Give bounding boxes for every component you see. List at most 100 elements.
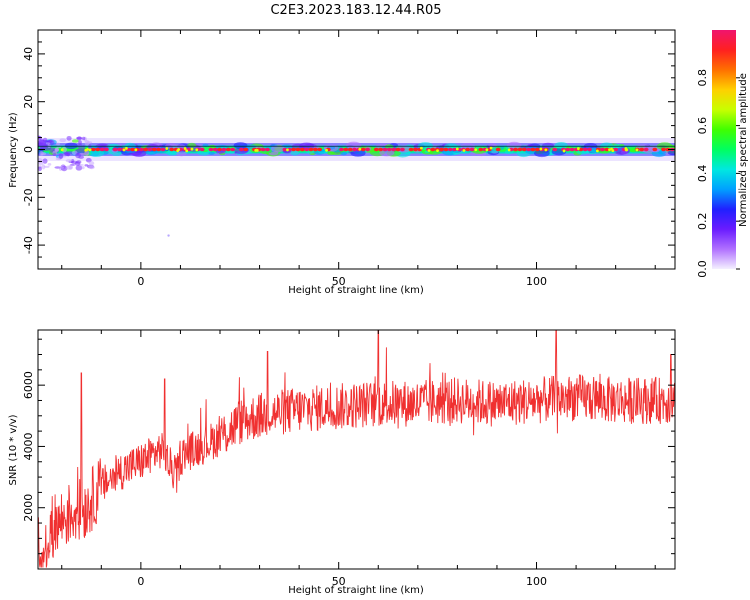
spectrogram-scatter [39, 150, 44, 157]
spectrogram-accent [539, 147, 543, 151]
y-tick-label: 40 [22, 47, 35, 61]
spectrogram-core-dot [399, 147, 405, 152]
spectrogram-heat-layer [38, 135, 675, 237]
spectrogram-accent [190, 147, 194, 151]
spectrogram-scatter [52, 152, 57, 157]
spectrogram-core-dot [360, 147, 366, 152]
y-tick-label: 4000 [22, 432, 35, 460]
spectrogram-core-dot [295, 147, 301, 152]
spectrogram-scatter [58, 153, 64, 159]
spectrogram-core-dot [265, 147, 270, 152]
snr-y-label: SNR (10 * v/v) [8, 414, 19, 485]
spectrogram-core-dot [291, 147, 296, 152]
spectrogram-core-dot [339, 147, 344, 152]
spectrogram-scatter [66, 135, 72, 141]
spectrogram-core-dot [312, 147, 318, 152]
spectrogram-blob [71, 139, 79, 143]
spectrogram-accent [177, 148, 181, 151]
spectrogram-core-dot [569, 147, 575, 152]
colorbar: 0.0 0.2 0.4 0.6 0.8 Normalized spectral ampl… [696, 30, 749, 278]
spectrogram-core-dot [343, 147, 349, 152]
spectrogram-accent [134, 148, 138, 152]
spectrogram-frame [37, 29, 676, 270]
spectrogram-blob [89, 149, 105, 158]
spectrogram-core-dot [117, 147, 122, 152]
y-tick-label: 2000 [22, 494, 35, 522]
spectrogram-core-dot [604, 147, 610, 152]
snr-ticks: 0 50 100 2000 4000 6000 [22, 330, 675, 588]
spectrogram-blob [290, 150, 300, 156]
spectrogram-core-dot [373, 147, 379, 152]
colorbar-ticks: 0.0 0.2 0.4 0.6 0.8 [696, 69, 740, 278]
spectrogram-core-dot [534, 147, 540, 152]
colorbar-tick-label: 0.4 [696, 165, 709, 183]
spectrogram-accent [489, 146, 493, 150]
spectrogram-core-dot [243, 147, 249, 152]
spectrogram-accent [427, 149, 431, 152]
colorbar-tick-label: 0.0 [696, 260, 709, 278]
spectrogram-core-dot [347, 147, 353, 152]
spectrogram-blob [667, 150, 675, 156]
spectrogram-accent [635, 148, 639, 152]
spectrogram-core-dot [217, 147, 223, 152]
spectrogram-core-dot [413, 147, 418, 152]
spectrogram-scatter [56, 142, 61, 146]
colorbar-gradient [712, 30, 736, 269]
spectrogram-scatter [74, 161, 81, 166]
spectrogram-blob [187, 142, 197, 148]
spectrogram-accent [86, 148, 89, 151]
spectrogram-core-dot [469, 147, 475, 152]
spectrogram-core-dot [112, 147, 118, 152]
spectrogram-core-dot [478, 147, 484, 152]
spectrogram-blob [405, 151, 412, 155]
spectrogram-panel: 0 50 100 -40 -20 0 20 40 Height of straight lin… [8, 29, 676, 296]
spectrogram-core-dot [238, 147, 244, 152]
spectrogram-scatter [76, 136, 82, 141]
spectrogram-core-dot [530, 147, 536, 152]
spectrogram-core-dot [443, 147, 449, 152]
figure-title: C2E3.2023.183.12.44.R05 [270, 3, 441, 18]
spectrogram-blob [488, 143, 498, 148]
spectrogram-blob [506, 141, 522, 150]
spectrogram-blob [554, 141, 568, 149]
spectrogram-core-dot [99, 147, 105, 152]
spectrogram-blob [346, 141, 362, 150]
spectrogram-blob [658, 150, 666, 155]
spectrogram-scatter [54, 147, 59, 152]
y-tick-label: 0 [22, 146, 35, 153]
spectrogram-blob [208, 151, 215, 155]
spectrogram-scatter [88, 161, 95, 166]
spectrogram-accent [286, 148, 289, 152]
spectrogram-accent [358, 147, 362, 151]
spectrogram-blob [64, 142, 78, 150]
spectrogram-scatter [81, 166, 85, 170]
spectrogram-accent [455, 147, 459, 151]
spectrogram-scatter [41, 164, 46, 170]
y-tick-label: -20 [22, 188, 35, 206]
spectrogram-core-dot [104, 147, 109, 152]
spectrogram-accent [544, 148, 548, 152]
spectrogram-core-dot [386, 147, 392, 152]
spectrogram-blob [384, 144, 394, 149]
spectrogram-core-dot [465, 147, 471, 152]
spectrogram-core-dot [643, 147, 649, 152]
y-tick-label: 6000 [22, 371, 35, 399]
spectrogram-scatter [42, 158, 48, 164]
spectrogram-core-dot [652, 147, 658, 152]
spectrogram-scatter [43, 165, 50, 168]
spectrogram-core-dot [130, 147, 135, 152]
spectrogram-scatter [65, 159, 72, 163]
spectrogram-core-dot [513, 147, 518, 152]
spectrogram-core-dot [208, 147, 214, 152]
spectrogram-core-dot [521, 147, 527, 152]
spectrogram-core-dot [430, 147, 436, 152]
spectrogram-core-dot [600, 147, 605, 152]
spectrogram-core-dot [230, 147, 236, 152]
spectrogram-accent [611, 149, 615, 152]
spectrogram-core-dot [160, 147, 166, 152]
spectrogram-scatter [54, 166, 61, 169]
spectrogram-scatter [61, 146, 67, 153]
spectrogram-accent [60, 148, 64, 152]
spectrogram-core-dot [639, 147, 645, 152]
